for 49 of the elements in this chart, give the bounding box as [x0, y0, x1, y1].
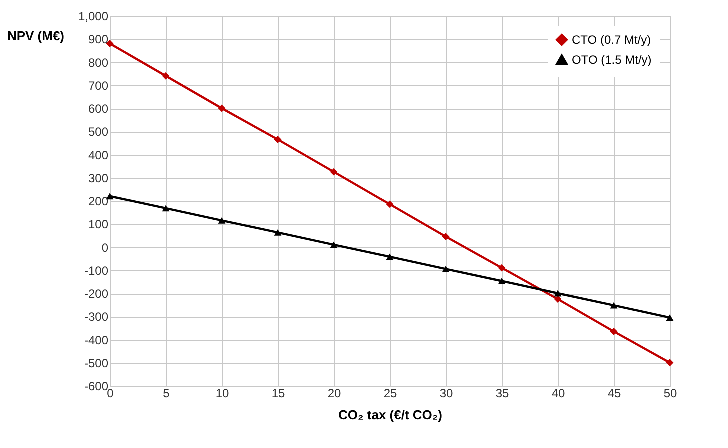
y-tick-label: 0 [102, 240, 109, 255]
y-tick-label: -500 [84, 356, 109, 370]
x-tick-label: 25 [384, 386, 398, 400]
y-tick-label: -100 [84, 264, 109, 278]
y-tick-label: 800 [88, 56, 109, 70]
point [330, 242, 338, 248]
point [442, 266, 450, 272]
x-tick-label: 15 [272, 386, 286, 400]
y-tick-label: 300 [88, 171, 109, 186]
point [498, 278, 506, 284]
point [498, 264, 506, 272]
y-tick-label: 400 [88, 148, 109, 162]
point [218, 217, 226, 224]
x-tick-label: 50 [664, 386, 678, 400]
point [162, 72, 170, 80]
y-tick-label: -200 [84, 287, 109, 301]
legend-label: OTO (1.5 Mt/y) [572, 53, 652, 67]
x-tick-label: 45 [608, 386, 622, 400]
x-tick-label: 35 [496, 386, 510, 400]
y-axis-title: NPV (M€) [7, 28, 64, 44]
y-tick-label: 500 [88, 125, 109, 140]
y-tick-label: 600 [88, 102, 109, 116]
point [386, 200, 394, 208]
x-tick-label: 30 [440, 386, 454, 400]
point [610, 302, 618, 309]
point [274, 229, 282, 236]
point [386, 254, 394, 260]
point [330, 168, 338, 176]
y-tick-label: 1,000 [78, 10, 109, 24]
y-tick-label: -600 [84, 380, 109, 394]
legend-label: CTO (0.7 Mt/y) [572, 33, 652, 47]
x-axis-title: CO₂ tax (€/t CO₂) [338, 408, 443, 422]
y-tick-label: -300 [84, 310, 109, 324]
point [162, 205, 170, 212]
point [554, 290, 562, 297]
x-tick-label: 20 [328, 386, 342, 400]
point [442, 233, 450, 241]
point [218, 104, 226, 112]
point [666, 359, 674, 367]
y-tick-label: 200 [88, 194, 109, 208]
point [610, 328, 618, 336]
x-tick-label: 10 [216, 386, 230, 400]
x-tick-label: 5 [163, 386, 170, 400]
y-tick-label: 100 [88, 218, 109, 232]
y-tick-label: -400 [84, 333, 109, 348]
y-tick-label: 700 [88, 78, 109, 93]
y-tick-label: 900 [88, 32, 109, 47]
x-tick-label: 40 [552, 386, 566, 400]
point [666, 314, 674, 321]
